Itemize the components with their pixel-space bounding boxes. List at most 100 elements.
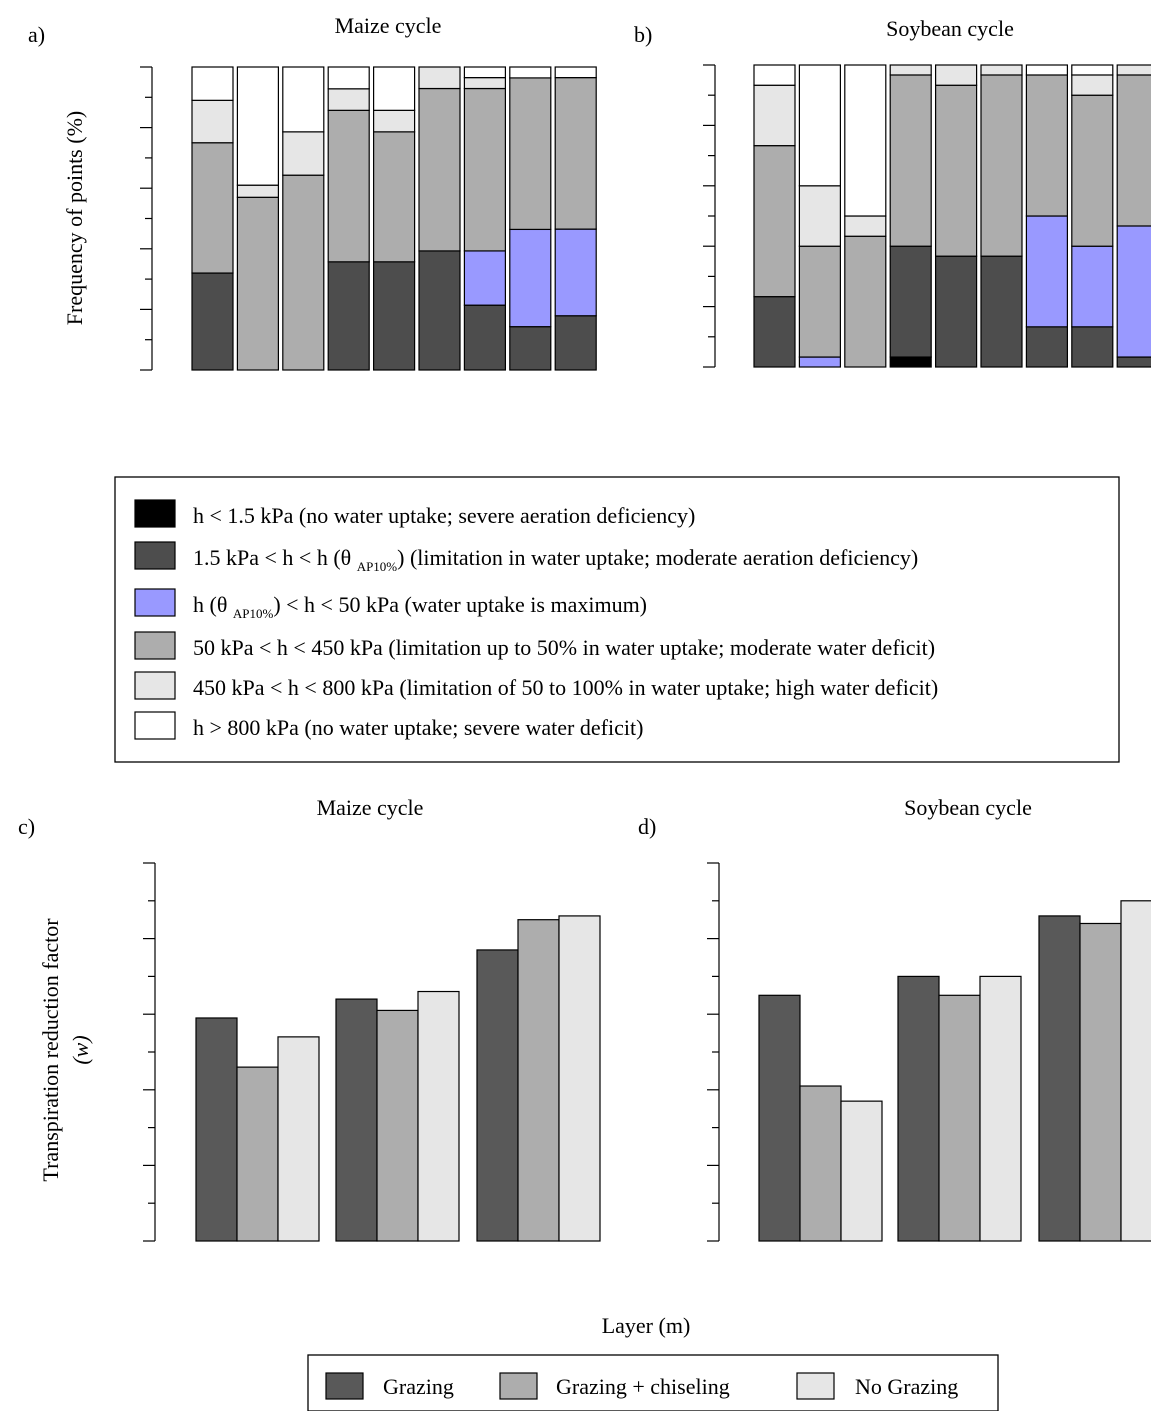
bar-segment-optimal xyxy=(1025,215,1069,328)
bar-segment-moderate-deficit xyxy=(327,109,370,263)
legend-item-high-deficit: 450 kPa < h < 800 kPa (limitation of 50 … xyxy=(193,675,938,700)
bar-segment-moderate-deficit xyxy=(844,235,887,368)
bar-segment-high-deficit xyxy=(373,109,416,133)
bar-no-grazing xyxy=(417,990,460,1242)
bar-segment-high-deficit xyxy=(798,185,842,247)
bar-segment-moderate-aeration xyxy=(934,255,978,368)
bar-segment-moderate-deficit xyxy=(282,174,325,371)
bar-segment-moderate-deficit xyxy=(980,74,1023,257)
bar-segment-high-deficit xyxy=(844,215,887,237)
bar-segment-moderate-deficit xyxy=(798,245,842,358)
bar-grazing-chiseling xyxy=(1079,922,1122,1242)
bar-segment-high-deficit xyxy=(934,64,978,86)
y-axis-label-c: Transpiration reduction factor xyxy=(38,918,63,1182)
bar-segment-moderate-aeration xyxy=(327,261,370,371)
chart-title-a: Maize cycle xyxy=(335,13,442,38)
legend-item-severe-aeration: h < 1.5 kPa (no water uptake; severe aer… xyxy=(193,503,695,528)
legend-item-no-grazing: No Grazing xyxy=(855,1374,958,1399)
grouped-chart-d xyxy=(707,862,1151,1242)
bar-segment-moderate-deficit xyxy=(463,87,506,252)
chart-title-c: Maize cycle xyxy=(317,795,424,820)
legend-text-pre: h (θ xyxy=(193,592,233,617)
bar-grazing xyxy=(476,949,519,1242)
bar-segment-severe-deficit xyxy=(844,64,887,217)
bar-segment-optimal xyxy=(1071,245,1114,328)
bar-segment-severe-deficit xyxy=(753,64,796,86)
bar-segment-moderate-aeration xyxy=(753,296,796,368)
bar-segment-high-deficit xyxy=(753,84,796,147)
bar-segment-moderate-deficit xyxy=(1116,74,1151,227)
legend-text-subscript: AP10% xyxy=(233,606,274,621)
bar-segment-moderate-deficit xyxy=(236,196,279,371)
legend-item-grazing-chiseling: Grazing + chiseling xyxy=(556,1374,730,1399)
plot-layer xyxy=(140,64,1151,1242)
chart-title-b: Soybean cycle xyxy=(886,16,1014,41)
bar-segment-high-deficit xyxy=(1116,64,1151,76)
y-axis-label-c-symbol: (w) xyxy=(68,1035,93,1064)
bar-segment-severe-aeration xyxy=(889,356,932,368)
bar-segment-severe-deficit xyxy=(236,66,279,186)
bar-grazing xyxy=(335,998,378,1242)
bar-segment-moderate-aeration xyxy=(1071,326,1114,368)
bar-segment-severe-deficit xyxy=(798,64,842,187)
legend-swatch-moderate-deficit xyxy=(134,631,176,660)
legend-text-post: ) < h < 50 kPa (water uptake is maximum) xyxy=(273,592,647,617)
legend-top: h < 1.5 kPa (no water uptake; severe aer… xyxy=(134,499,938,740)
bar-grazing xyxy=(897,975,940,1242)
bar-grazing xyxy=(1038,915,1081,1242)
bar-segment-moderate-deficit xyxy=(934,84,978,257)
bar-segment-severe-deficit xyxy=(463,66,506,79)
bar-segment-moderate-deficit xyxy=(889,74,932,247)
bar-segment-moderate-deficit xyxy=(418,87,461,252)
legend-swatch-high-deficit xyxy=(134,671,176,700)
stacked-chart-b xyxy=(703,64,1151,368)
legend-box-top xyxy=(114,476,1120,763)
bar-segment-moderate-deficit xyxy=(554,77,597,230)
bar-segment-moderate-aeration xyxy=(373,261,416,371)
bar-segment-optimal xyxy=(554,228,597,317)
bar-segment-moderate-aeration xyxy=(889,245,932,358)
chart-title-d: Soybean cycle xyxy=(904,795,1032,820)
bar-segment-moderate-aeration xyxy=(418,250,461,371)
bar-segment-moderate-deficit xyxy=(753,145,796,298)
bar-no-grazing xyxy=(277,1036,320,1242)
bar-segment-high-deficit xyxy=(191,99,234,144)
bar-segment-high-deficit xyxy=(889,64,932,76)
bar-segment-severe-deficit xyxy=(373,66,416,111)
legend-swatch-grazing-chiseling xyxy=(499,1372,538,1400)
bar-grazing-chiseling xyxy=(517,919,560,1242)
bar-segment-high-deficit xyxy=(236,184,279,198)
legend-box-bottom xyxy=(307,1354,999,1411)
bar-no-grazing xyxy=(558,915,601,1242)
bar-segment-severe-deficit xyxy=(509,66,552,79)
bar-segment-severe-deficit xyxy=(554,66,597,79)
bar-segment-moderate-aeration xyxy=(509,326,552,371)
legend-bottom: Grazing Grazing + chiseling No Grazing xyxy=(325,1372,958,1400)
bar-segment-moderate-deficit xyxy=(509,77,552,231)
bar-segment-moderate-deficit xyxy=(373,131,416,263)
bar-segment-severe-deficit xyxy=(327,66,370,90)
legend-swatch-severe-deficit xyxy=(134,711,176,740)
bar-no-grazing xyxy=(840,1100,883,1242)
legend-text-subscript: AP10% xyxy=(357,559,398,574)
bar-grazing-chiseling xyxy=(376,1009,419,1242)
legend-item-moderate-aeration: 1.5 kPa < h < h (θ AP10%) (limitation in… xyxy=(193,545,918,574)
y-axis-label-a: Frequency of points (%) xyxy=(62,111,87,325)
bar-segment-high-deficit xyxy=(1071,74,1114,96)
legend-text-pre: 1.5 kPa < h < h (θ xyxy=(193,545,357,570)
bar-segment-moderate-aeration xyxy=(463,304,506,371)
bar-grazing xyxy=(195,1017,238,1242)
panel-label-c: c) xyxy=(18,814,35,839)
legend-swatch-no-grazing xyxy=(796,1372,835,1400)
legend-swatch-severe-aeration xyxy=(134,499,176,528)
bar-no-grazing xyxy=(1120,900,1151,1242)
bar-segment-severe-deficit xyxy=(1071,64,1114,76)
legend-swatch-grazing xyxy=(325,1372,364,1400)
bar-segment-moderate-aeration xyxy=(1116,356,1151,368)
bar-segment-optimal xyxy=(798,356,842,368)
legend-item-optimal: h (θ AP10%) < h < 50 kPa (water uptake i… xyxy=(193,592,647,621)
bar-grazing-chiseling xyxy=(236,1066,279,1242)
legend-text-post: ) (limitation in water uptake; moderate … xyxy=(397,545,918,570)
bar-segment-optimal xyxy=(463,250,506,306)
